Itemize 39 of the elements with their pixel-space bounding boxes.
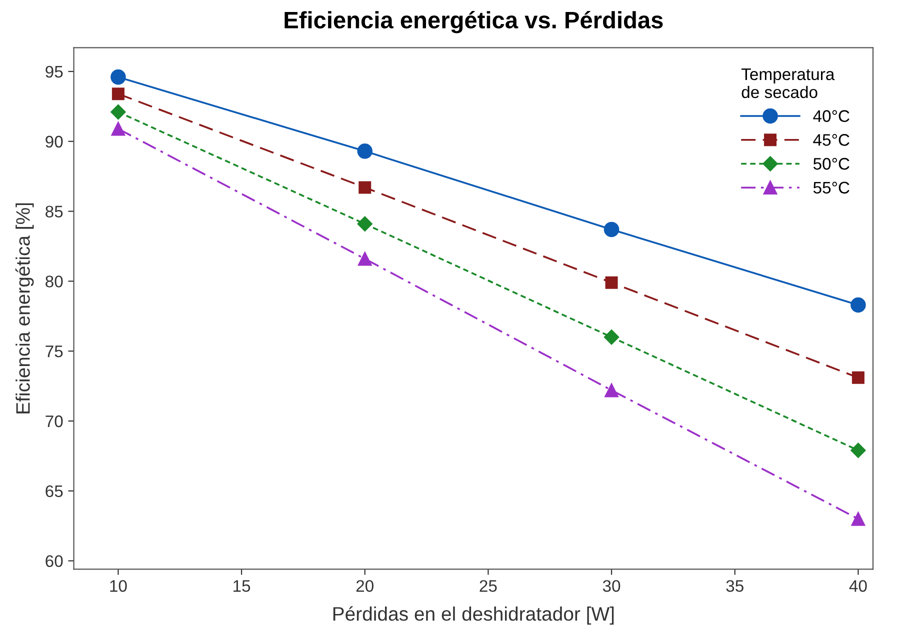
y-tick-label: 65: [46, 485, 63, 498]
x-tick-label: 30: [602, 580, 620, 592]
legend-label: 45°C: [813, 134, 850, 146]
point: [357, 144, 373, 159]
y-tick-label: 85: [46, 206, 63, 218]
x-tick-label: 20: [356, 580, 374, 592]
point: [358, 181, 372, 194]
x-axis-title: Pérdidas en el deshidratador [W]: [333, 606, 614, 625]
point: [850, 297, 866, 313]
x-tick-label: 10: [110, 580, 127, 592]
point: [357, 216, 372, 232]
chart-title: Eficiencia energética vs. Pérdidas: [284, 10, 663, 34]
point: [850, 442, 866, 458]
x-tick-label: 40: [849, 580, 867, 592]
point: [110, 104, 126, 120]
x-tick-label: 15: [234, 580, 250, 592]
point: [358, 252, 372, 266]
x-tick-label: 35: [726, 580, 744, 592]
point: [605, 276, 618, 289]
point: [604, 330, 620, 345]
point: [112, 88, 124, 100]
point: [851, 512, 866, 526]
y-tick-label: 95: [46, 66, 63, 78]
point: [604, 383, 618, 398]
y-tick-label: 90: [46, 136, 63, 148]
legend-label: 50°C: [813, 158, 850, 170]
legend-label: 55°C: [813, 182, 850, 194]
legend-title: Temperatura de secado: [741, 68, 835, 98]
point: [852, 371, 864, 384]
y-tick-label: 80: [46, 276, 63, 288]
point: [111, 122, 126, 136]
y-axis-title: Eficiencia energética [%]: [15, 203, 34, 414]
y-tick-label: 75: [46, 346, 63, 358]
y-tick-label: 70: [46, 415, 63, 428]
point: [110, 69, 126, 85]
x-tick-label: 25: [480, 580, 497, 592]
legend-label: 40°C: [813, 110, 850, 122]
point: [604, 222, 620, 238]
y-tick-label: 60: [46, 555, 63, 568]
